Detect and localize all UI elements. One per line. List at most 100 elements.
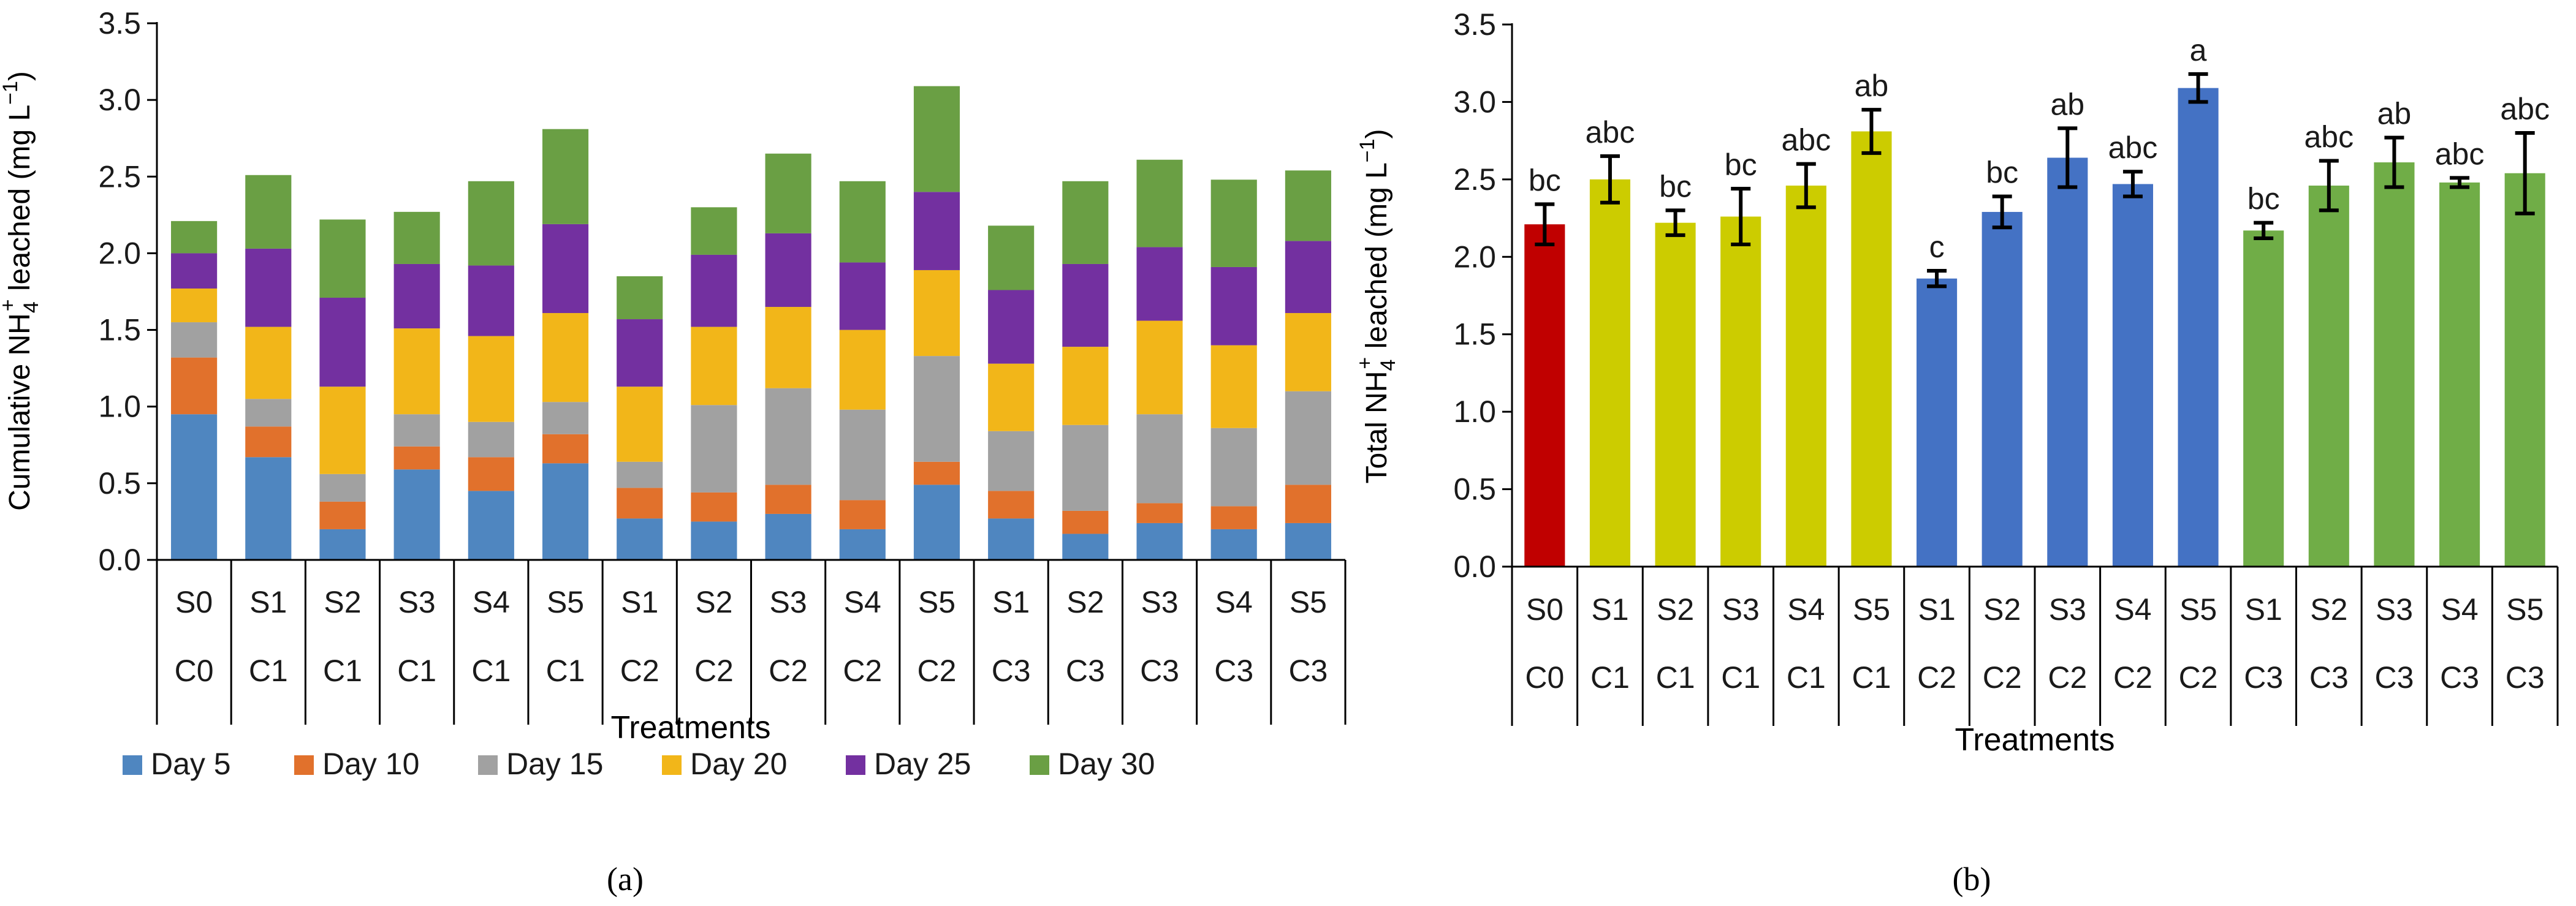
- b-significance-letter: bc: [2247, 182, 2280, 216]
- b-group-label: C3: [2374, 660, 2414, 695]
- a-bar-segment-day-20: [1062, 347, 1109, 425]
- a-bar-segment-day-5: [617, 518, 663, 560]
- b-group-label: C2: [2113, 660, 2152, 695]
- b-group-label: C1: [1852, 660, 1891, 695]
- a-bar-segment-day-20: [1210, 345, 1257, 428]
- a-bar-segment-day-5: [765, 513, 811, 560]
- panel-a-legend: Day 5 Day 10 Day 15 Day 20 Day 25 Day 30: [123, 747, 1155, 781]
- a-bar-segment-day-10: [1062, 510, 1109, 534]
- a-bar-segment-day-20: [542, 313, 589, 402]
- a-bar-segment-day-5: [245, 457, 292, 560]
- b-significance-letter: bc: [1659, 169, 1692, 203]
- a-y-tick-label: 2.0: [98, 236, 141, 270]
- a-bar-segment-day-20: [765, 307, 811, 388]
- b-significance-letter: abc: [1782, 123, 1831, 157]
- a-y-tick-label: 1.5: [98, 313, 141, 347]
- a-bar-segment-day-30: [1285, 170, 1331, 241]
- a-bar-segment-day-15: [617, 461, 663, 488]
- a-bar-segment-day-25: [765, 233, 811, 308]
- a-bar-segment-day-25: [839, 262, 886, 330]
- b-category-label: S4: [2114, 592, 2151, 627]
- a-bar-segment-day-15: [542, 402, 589, 434]
- b-group-label: C2: [2048, 660, 2087, 695]
- a-y-tick-label: 3.5: [98, 6, 141, 40]
- a-category-label: S2: [1066, 585, 1104, 619]
- a-legend-label: Day 25: [874, 747, 971, 781]
- a-bar-segment-day-15: [468, 421, 514, 458]
- b-y-tick-label: 1.5: [1453, 317, 1496, 352]
- a-category-label: S2: [324, 585, 361, 619]
- a-bar-segment-day-10: [393, 446, 440, 470]
- b-bar: [2439, 182, 2480, 567]
- a-bar-segment-day-30: [1062, 181, 1109, 264]
- panel-b-bar-chart: 0.00.51.01.52.02.53.03.5 bcabcbcbcabcabc…: [1353, 7, 2559, 897]
- b-category-label: S2: [2310, 592, 2347, 627]
- a-bar-segment-day-30: [765, 153, 811, 233]
- a-bar-segment-day-10: [1210, 506, 1257, 529]
- a-bar-segment-day-15: [913, 356, 960, 462]
- a-bar-segment-day-5: [171, 414, 218, 560]
- a-legend-label: Day 30: [1058, 747, 1155, 781]
- a-group-label: C3: [992, 654, 1031, 688]
- b-bar: [2178, 88, 2219, 567]
- a-group-label: C1: [323, 654, 362, 688]
- b-category-label: S3: [2376, 592, 2413, 627]
- a-bar-segment-day-20: [839, 330, 886, 410]
- panel-a-x-axis-title: Treatments: [610, 710, 770, 746]
- a-bar-segment-day-25: [468, 265, 514, 336]
- a-bar-segment-day-15: [1210, 428, 1257, 507]
- a-ylabel-superscript: +: [0, 299, 20, 311]
- b-bar: [2374, 162, 2415, 567]
- a-category-label: S0: [175, 585, 213, 619]
- b-group-label: C1: [1787, 660, 1826, 695]
- a-bar-segment-day-5: [913, 485, 960, 560]
- a-bar-segment-day-15: [171, 322, 218, 358]
- a-legend-swatch: [294, 755, 314, 775]
- a-bar-segment-day-30: [171, 221, 218, 254]
- a-category-label: S5: [918, 585, 956, 619]
- a-bar-segment-day-15: [245, 399, 292, 427]
- a-legend-label: Day 20: [690, 747, 787, 781]
- panel-a-y-axis-ticks: 0.0 0.5 1.0 1.5 2.0 2.5 3.0 3.5: [98, 6, 157, 577]
- a-bar-segment-day-5: [691, 521, 737, 560]
- a-bar-segment-day-30: [245, 175, 292, 249]
- a-bar-segment-day-10: [839, 500, 886, 529]
- panel-b-error-bars: [1535, 72, 2535, 289]
- b-category-label: S4: [1787, 592, 1825, 627]
- a-bar-segment-day-25: [1136, 247, 1183, 321]
- a-category-label: S3: [1141, 585, 1178, 619]
- panel-b-x-axis-title: Treatments: [1955, 722, 2114, 758]
- b-bar: [1655, 222, 1696, 567]
- a-group-label: C1: [397, 654, 436, 688]
- a-y-tick-label: 3.0: [98, 83, 141, 117]
- a-group-label: C2: [620, 654, 659, 688]
- a-category-label: S5: [1290, 585, 1327, 619]
- b-bar: [1589, 179, 1630, 567]
- b-ylabel-superscript-2: −1: [1356, 138, 1379, 162]
- b-group-label: C3: [2244, 660, 2283, 695]
- a-bar-segment-day-10: [468, 457, 514, 491]
- b-group-label: C3: [2309, 660, 2349, 695]
- panel-b-y-axis-ticks: 0.0 0.5 1.0 1.5 2.0 2.5 3.0 3.5: [1453, 7, 1512, 584]
- a-category-label: S1: [621, 585, 658, 619]
- a-legend-swatch: [478, 755, 498, 775]
- b-bar: [2243, 230, 2284, 567]
- b-category-label: S4: [2441, 592, 2478, 627]
- b-significance-letter: abc: [2304, 120, 2354, 154]
- a-bar-segment-day-25: [542, 224, 589, 314]
- a-bar-segment-day-10: [988, 491, 1035, 519]
- b-significance-letter: abc: [2435, 137, 2485, 171]
- b-group-label: C2: [1983, 660, 2022, 695]
- a-bar-segment-day-15: [1062, 425, 1109, 511]
- b-significance-letter: ab: [2377, 97, 2412, 131]
- b-group-label: C1: [1590, 660, 1630, 695]
- b-significance-letter: bc: [1986, 156, 2018, 190]
- a-y-tick-label: 1.0: [98, 390, 141, 424]
- b-group-label: C3: [2440, 660, 2479, 695]
- a-group-label: C2: [843, 654, 882, 688]
- a-group-label: C1: [471, 654, 511, 688]
- a-group-label: C1: [546, 654, 585, 688]
- panel-a-bars: [171, 86, 1331, 560]
- a-ylabel-superscript-2: −1: [0, 81, 22, 105]
